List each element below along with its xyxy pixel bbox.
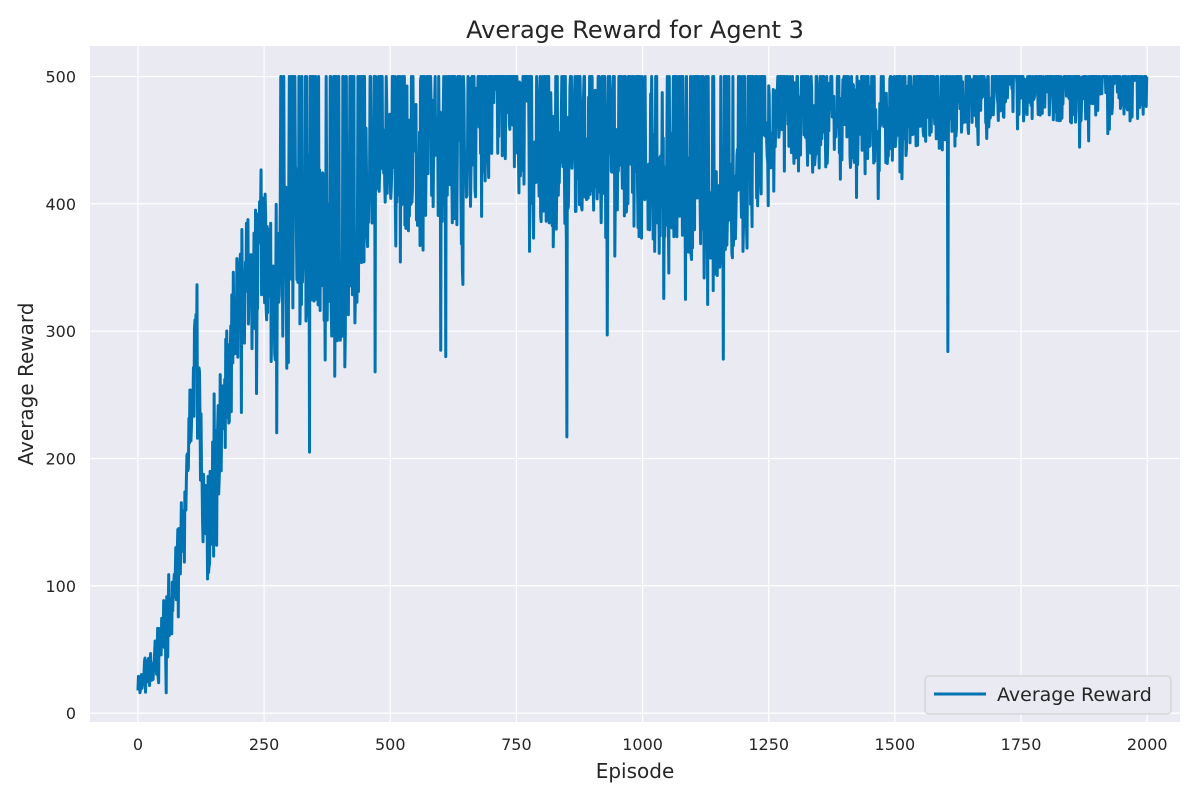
x-tick-label: 0 (133, 735, 143, 754)
x-tick-label: 2000 (1127, 735, 1168, 754)
y-tick-label: 0 (66, 704, 76, 723)
x-tick-labels: 0 250 500 750 1000 1250 1500 1750 2000 (133, 735, 1168, 754)
y-tick-label: 400 (45, 195, 76, 214)
legend: Average Reward (924, 675, 1172, 715)
y-tick-label: 500 (45, 68, 76, 87)
y-tick-labels: 0 100 200 300 400 500 (45, 68, 76, 724)
x-tick-label: 1250 (748, 735, 789, 754)
x-tick-label: 1000 (622, 735, 663, 754)
y-axis-label: Average Reward (14, 303, 38, 466)
y-tick-label: 300 (45, 322, 76, 341)
chart-title: Average Reward for Agent 3 (466, 16, 804, 44)
legend-box (924, 675, 1172, 715)
y-tick-label: 100 (45, 577, 76, 596)
x-tick-label: 1750 (1001, 735, 1042, 754)
legend-label: Average Reward (997, 684, 1152, 706)
x-tick-label: 750 (501, 735, 532, 754)
x-tick-label: 250 (249, 735, 280, 754)
y-tick-label: 200 (45, 449, 76, 468)
x-tick-label: 1500 (875, 735, 916, 754)
x-axis-label: Episode (596, 759, 675, 783)
series-layer (136, 75, 1149, 695)
x-tick-label: 500 (375, 735, 406, 754)
series-average-reward-line (136, 75, 1149, 695)
